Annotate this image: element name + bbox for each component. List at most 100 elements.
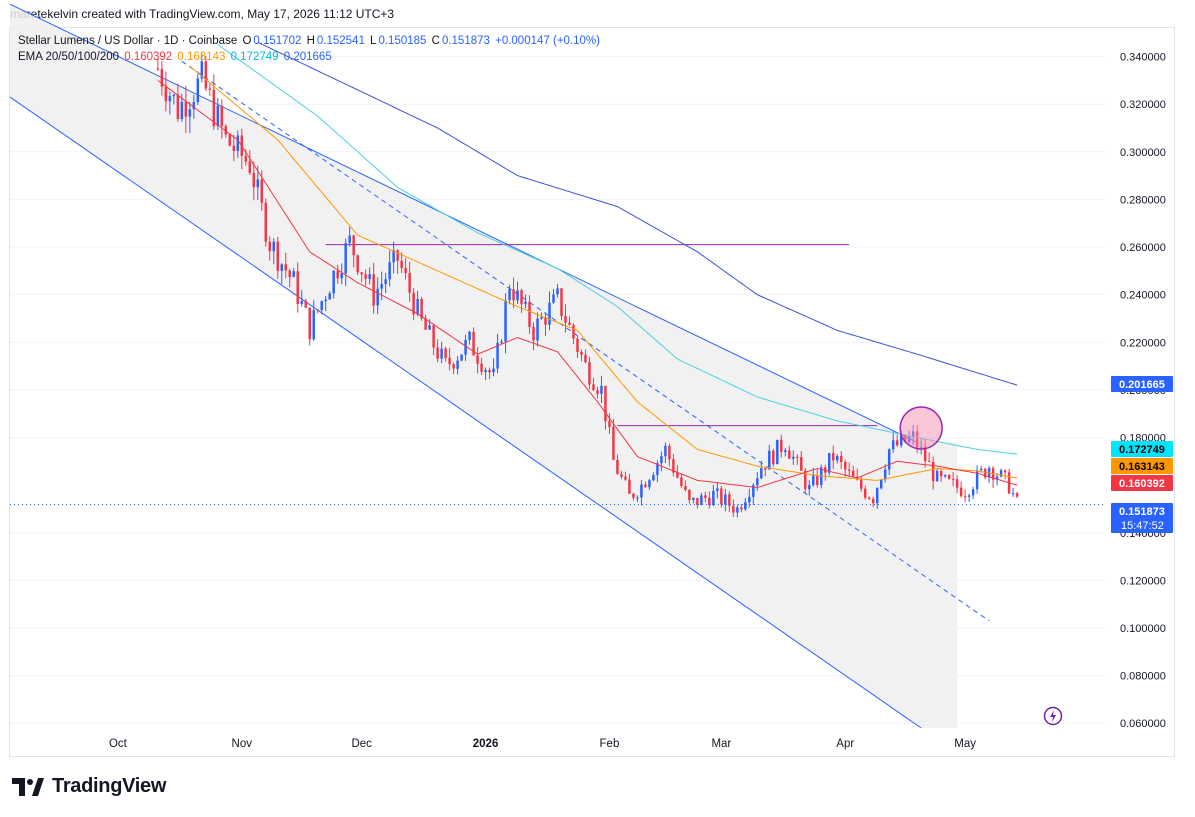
candle-body: [756, 478, 759, 486]
candle-body: [983, 468, 987, 478]
candle-body: [560, 288, 563, 317]
candle-body: [923, 446, 927, 462]
candle-body: [927, 461, 931, 463]
candle-body: [312, 309, 315, 340]
candle-body: [744, 502, 747, 510]
price-badge: [1111, 441, 1173, 457]
x-tick-label: Feb: [600, 738, 620, 750]
candle-body: [879, 479, 883, 489]
candle-body: [576, 338, 579, 353]
candle-body: [316, 309, 319, 311]
candle-body: [428, 325, 431, 330]
candle-body: [887, 449, 891, 470]
x-tick-label: Nov: [232, 738, 253, 750]
candle-body: [700, 495, 703, 505]
candle-body: [344, 243, 347, 274]
candle-body: [800, 457, 803, 471]
candle-body: [552, 294, 555, 303]
candle-body: [492, 368, 495, 373]
candle-body: [376, 288, 379, 306]
legend-low: 0.150185: [378, 35, 427, 47]
channel-fill: [10, 4, 958, 728]
legend-symbol: Stellar Lumens / US Dollar · 1D · Coinba…: [18, 35, 238, 47]
candle-body: [484, 369, 487, 373]
candle-body: [652, 475, 655, 481]
candle-body: [300, 300, 303, 304]
candle-body: [847, 469, 851, 471]
tradingview-logo[interactable]: TradingView: [12, 775, 166, 798]
candle-body: [859, 479, 863, 489]
highlight-circle: [899, 406, 943, 450]
candle-body: [332, 270, 335, 294]
candle-body: [851, 470, 855, 477]
candle-body: [200, 61, 204, 79]
candle-body: [812, 475, 815, 486]
ema-lines: [157, 41, 1018, 489]
price-badge-label: 0.151873: [1119, 506, 1165, 518]
overlays: [10, 406, 1105, 505]
candle-body: [496, 342, 499, 369]
candle-body: [891, 440, 895, 450]
candle-body: [224, 126, 228, 135]
price-axis: 0.340000 0.320000 0.300000 0.280000 0.260000…: [1111, 52, 1173, 730]
y-tick-label: 0.260000: [1120, 242, 1166, 254]
candle-body: [612, 426, 615, 460]
candle-body: [899, 434, 903, 446]
candle-body: [540, 317, 543, 319]
price-badge: [1111, 503, 1173, 533]
candle-body: [456, 360, 459, 369]
candle-body: [640, 484, 643, 498]
candle-body: [304, 300, 307, 308]
candle-body: [444, 348, 447, 358]
candle-body: [368, 274, 371, 279]
candle-body: [676, 472, 679, 478]
countdown-label: 15:47:52: [1121, 520, 1164, 532]
candle-body: [188, 109, 192, 117]
candle-body: [668, 445, 671, 460]
candle-body: [196, 78, 200, 102]
candle-body: [752, 485, 755, 497]
lightning-icon[interactable]: [1043, 706, 1063, 726]
candle-body: [979, 468, 983, 471]
candle-body: [168, 96, 172, 102]
candle-body: [208, 88, 212, 90]
candle-body: [532, 326, 535, 341]
legend-ema20: 0.160392: [124, 51, 173, 63]
x-tick-label: 2026: [473, 738, 499, 750]
candle-body: [684, 486, 687, 490]
candle-body: [644, 484, 647, 488]
y-tick-label: 0.280000: [1120, 194, 1166, 206]
price-badge-label: 0.172749: [1119, 444, 1165, 456]
candle-body: [828, 453, 831, 473]
candle-body: [808, 485, 811, 490]
y-tick-label: 0.340000: [1120, 52, 1166, 64]
legend-high: 0.152541: [316, 35, 365, 47]
candle-body: [648, 480, 651, 488]
candle-body: [388, 262, 391, 280]
candle-body: [212, 89, 216, 127]
channel-area: [10, 4, 958, 728]
candle-body: [160, 68, 164, 87]
candle-body: [544, 317, 547, 325]
candle-body: [172, 94, 176, 97]
y-tick-label: 0.120000: [1120, 575, 1166, 587]
candle-body: [520, 290, 523, 305]
candle-body: [584, 354, 587, 363]
candle-body: [772, 450, 775, 465]
candle-body: [688, 489, 691, 501]
candle-body: [728, 494, 731, 506]
candle-body: [348, 235, 351, 244]
candle-body: [244, 155, 248, 162]
candle-body: [704, 495, 707, 498]
candle-body: [971, 489, 975, 496]
candle-body: [764, 468, 767, 470]
candle-body: [995, 476, 999, 480]
legend-o-label: O: [242, 35, 252, 47]
candle-body: [564, 316, 567, 323]
candle-body: [288, 270, 291, 277]
candle-body: [504, 300, 507, 342]
candle-body: [380, 283, 383, 289]
candle-body: [248, 161, 252, 173]
candle-body: [883, 469, 887, 480]
